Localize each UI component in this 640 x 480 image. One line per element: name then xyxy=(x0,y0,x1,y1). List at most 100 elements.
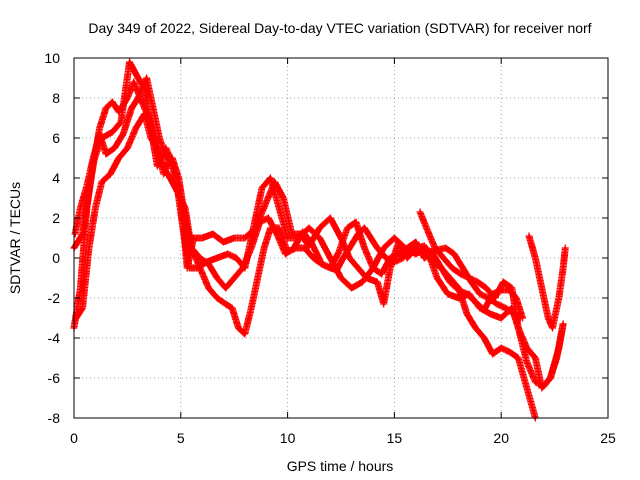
data-point xyxy=(92,156,95,160)
data-point xyxy=(237,326,240,330)
data-point xyxy=(564,246,567,250)
data-point xyxy=(397,252,400,256)
data-point xyxy=(98,126,101,130)
series-track-6 xyxy=(525,232,569,332)
data-point xyxy=(207,262,210,266)
data-point xyxy=(376,246,379,250)
y-tick-label: -4 xyxy=(48,330,61,346)
data-point xyxy=(164,156,167,160)
chart-title: Day 349 of 2022, Sidereal Day-to-day VTE… xyxy=(88,20,591,36)
data-point xyxy=(132,80,135,84)
data-point xyxy=(243,236,247,240)
data-point xyxy=(388,266,392,270)
data-point xyxy=(356,232,360,236)
data-point xyxy=(500,346,503,350)
data-point xyxy=(250,306,253,310)
data-point xyxy=(517,326,520,330)
data-point xyxy=(491,352,494,356)
data-point xyxy=(549,376,552,380)
data-point xyxy=(534,256,537,260)
data-point xyxy=(85,184,89,188)
data-point xyxy=(414,252,417,256)
data-point xyxy=(104,152,108,156)
data-point xyxy=(243,332,247,336)
x-tick-label: 0 xyxy=(70,430,78,446)
data-point xyxy=(442,256,445,260)
y-axis-label: SDTVAR / TECUs xyxy=(7,182,23,294)
data-point xyxy=(277,206,281,210)
data-point xyxy=(551,326,554,330)
data-point xyxy=(425,226,428,230)
data-point xyxy=(427,250,430,254)
data-point xyxy=(465,292,469,296)
data-point xyxy=(474,326,477,330)
data-point xyxy=(177,176,180,180)
data-point xyxy=(457,288,460,292)
data-point xyxy=(100,180,104,184)
data-point xyxy=(235,256,238,260)
data-point xyxy=(301,230,304,234)
data-point xyxy=(382,302,385,306)
data-point xyxy=(126,146,129,150)
x-axis-ticks: 0 5 10 15 20 25 xyxy=(70,58,616,446)
data-point xyxy=(350,286,353,290)
data-point xyxy=(348,246,351,250)
data-point xyxy=(241,266,244,270)
data-point xyxy=(410,246,413,250)
data-point xyxy=(256,276,259,280)
data-point xyxy=(262,246,266,250)
data-point xyxy=(307,226,311,230)
data-point xyxy=(74,316,78,320)
x-tick-label: 25 xyxy=(600,430,616,446)
data-point xyxy=(450,266,454,270)
data-point xyxy=(500,316,503,320)
data-point xyxy=(121,132,125,136)
data-point xyxy=(474,300,477,304)
data-point xyxy=(79,286,82,290)
data-point xyxy=(233,236,236,240)
data-point xyxy=(275,232,279,236)
data-point xyxy=(81,306,84,310)
data-point xyxy=(136,76,140,80)
data-point xyxy=(250,246,253,250)
data-point xyxy=(525,386,528,390)
data-point xyxy=(446,292,449,296)
data-point xyxy=(158,136,161,140)
data-point xyxy=(98,132,101,136)
data-point xyxy=(380,272,383,276)
data-point xyxy=(320,262,323,266)
series-track-5 xyxy=(416,208,567,390)
data-point xyxy=(224,286,227,290)
x-tick-label: 5 xyxy=(177,430,185,446)
data-point xyxy=(547,316,550,320)
data-series xyxy=(70,58,569,422)
data-point xyxy=(502,280,505,284)
series-track-4 xyxy=(72,110,524,338)
data-point xyxy=(222,240,225,244)
data-point xyxy=(198,266,202,270)
data-point xyxy=(145,76,148,80)
data-point xyxy=(465,312,469,316)
data-point xyxy=(136,96,140,100)
data-point xyxy=(495,302,499,306)
data-point xyxy=(444,246,447,250)
data-point xyxy=(87,246,91,250)
data-point xyxy=(188,266,191,270)
y-tick-label: 4 xyxy=(52,170,60,186)
series-markers xyxy=(70,58,539,422)
plot-frame xyxy=(73,57,609,419)
data-point xyxy=(493,296,496,300)
data-point xyxy=(448,280,452,284)
data-point xyxy=(119,120,123,124)
data-point xyxy=(329,216,332,220)
data-point xyxy=(143,112,146,116)
data-point xyxy=(393,260,396,264)
data-point xyxy=(269,176,272,180)
data-point xyxy=(215,276,219,280)
data-point xyxy=(312,256,315,260)
data-point xyxy=(423,256,426,260)
series-markers xyxy=(72,110,524,338)
data-point xyxy=(555,356,558,360)
data-point xyxy=(440,266,443,270)
